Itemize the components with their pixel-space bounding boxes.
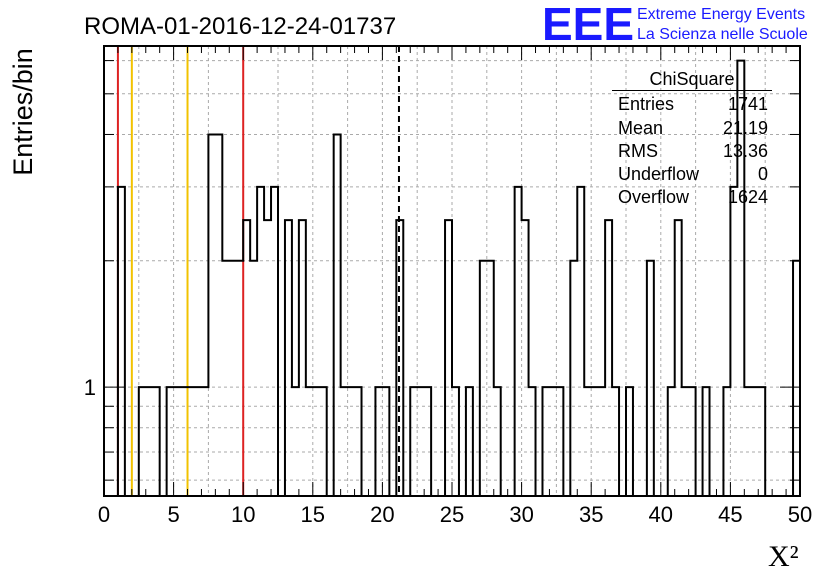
stats-divider — [612, 90, 772, 91]
x-axis-label: X² — [768, 540, 799, 572]
x-tick-label: 50 — [788, 502, 812, 527]
x-tick-label: 5 — [167, 502, 179, 527]
grid-lines — [103, 46, 801, 496]
x-tick-label: 35 — [579, 502, 603, 527]
stats-label-overflow: Overflow — [618, 187, 690, 207]
stats-label-entries: Entries — [618, 94, 674, 114]
stats-value-rms: 13.36 — [723, 141, 768, 161]
x-tick-label: 30 — [509, 502, 533, 527]
y-axis-label: Entries/bin — [8, 48, 38, 176]
eee-logo: EEE Extreme Energy Events La Scienza nel… — [542, 0, 808, 50]
logo-line-2: La Scienza nelle Scuole — [637, 26, 808, 43]
y-tick-label: 1 — [84, 375, 96, 400]
x-tick-label: 0 — [98, 502, 110, 527]
x-tick-label: 40 — [649, 502, 673, 527]
stats-box: ChiSquare Entries 1741 Mean 21.19 RMS 13… — [612, 69, 772, 207]
y-tick-labels: 1 — [84, 375, 96, 400]
stats-label-rms: RMS — [618, 141, 658, 161]
stats-value-mean: 21.19 — [723, 118, 768, 138]
x-tick-label: 45 — [718, 502, 742, 527]
stats-label-underflow: Underflow — [618, 164, 700, 184]
x-tick-label: 20 — [370, 502, 394, 527]
stats-value-overflow: 1624 — [728, 187, 768, 207]
x-tick-label: 25 — [440, 502, 464, 527]
x-tick-label: 10 — [231, 502, 255, 527]
logo-mark: EEE — [542, 0, 634, 50]
x-tick-labels: 0 5 10 15 20 25 30 35 40 45 50 — [98, 502, 812, 527]
stats-value-underflow: 0 — [758, 164, 768, 184]
chart-title: ROMA-01-2016-12-24-01737 — [84, 13, 396, 40]
axis-ticks — [103, 46, 801, 496]
x-tick-label: 15 — [301, 502, 325, 527]
stats-name: ChiSquare — [649, 69, 734, 89]
stats-value-entries: 1741 — [728, 94, 768, 114]
stats-label-mean: Mean — [618, 118, 663, 138]
logo-line-1: Extreme Energy Events — [637, 6, 805, 23]
